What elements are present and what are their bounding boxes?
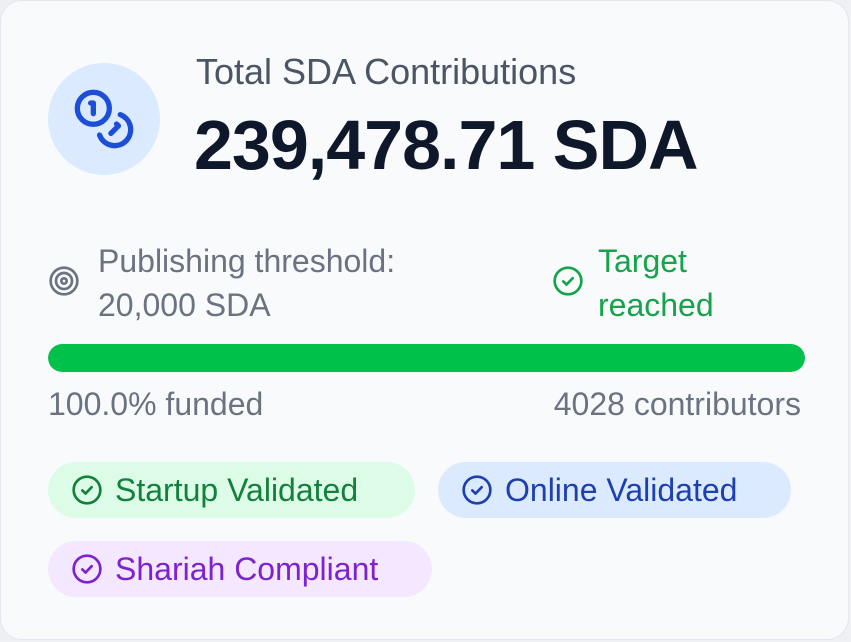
total-amount: 239,478.71 SDA [194, 106, 699, 184]
badge-startup-validated: Startup Validated [48, 462, 415, 518]
badge-label: Startup Validated [115, 471, 359, 508]
check-circle-icon [462, 475, 492, 505]
check-circle-icon [72, 554, 102, 584]
badge-label: Shariah Compliant [115, 550, 379, 587]
target-status-line1: Target [598, 243, 687, 279]
target-status: Target reached [598, 239, 778, 327]
coins-icon-wrapper [48, 63, 160, 175]
check-circle-icon [72, 475, 102, 505]
badge-label: Online Validated [505, 471, 738, 508]
threshold-value: 20,000 SDA [98, 287, 271, 323]
funding-progress-bar [48, 344, 805, 372]
badge-online-validated: Online Validated [438, 462, 791, 518]
target-status-line2: reached [598, 287, 714, 323]
check-circle-icon [553, 266, 583, 296]
funded-percentage: 100.0% funded [48, 386, 264, 422]
coins-icon [74, 89, 134, 149]
card-title: Total SDA Contributions [196, 51, 577, 92]
publishing-threshold: Publishing threshold: 20,000 SDA [98, 239, 395, 327]
threshold-label: Publishing threshold: [98, 243, 396, 279]
contributors-count: 4028 contributors [553, 386, 801, 422]
target-icon [49, 266, 79, 296]
funding-progress-fill [48, 344, 805, 372]
badge-shariah-compliant: Shariah Compliant [48, 541, 432, 597]
